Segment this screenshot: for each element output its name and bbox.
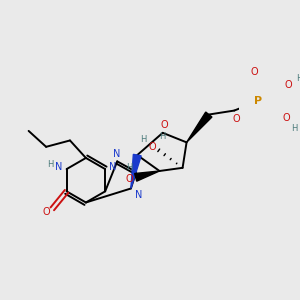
Text: N: N [110, 163, 117, 172]
Polygon shape [135, 171, 160, 181]
Text: H: H [292, 124, 298, 133]
Text: H: H [126, 163, 133, 172]
Polygon shape [131, 154, 141, 188]
Text: H: H [47, 160, 53, 169]
Text: O: O [285, 80, 292, 90]
Text: O: O [125, 174, 133, 184]
Text: N: N [113, 149, 120, 159]
Text: O: O [232, 113, 240, 124]
Text: N: N [135, 190, 142, 200]
Text: O: O [250, 67, 258, 76]
Text: H: H [159, 131, 165, 140]
Text: H: H [296, 74, 300, 83]
Text: O: O [148, 142, 156, 152]
Text: O: O [160, 120, 168, 130]
Text: O: O [43, 207, 50, 217]
Text: O: O [283, 113, 291, 123]
Text: N: N [55, 163, 62, 172]
Text: P: P [254, 96, 262, 106]
Text: H: H [140, 135, 146, 144]
Polygon shape [187, 112, 212, 142]
